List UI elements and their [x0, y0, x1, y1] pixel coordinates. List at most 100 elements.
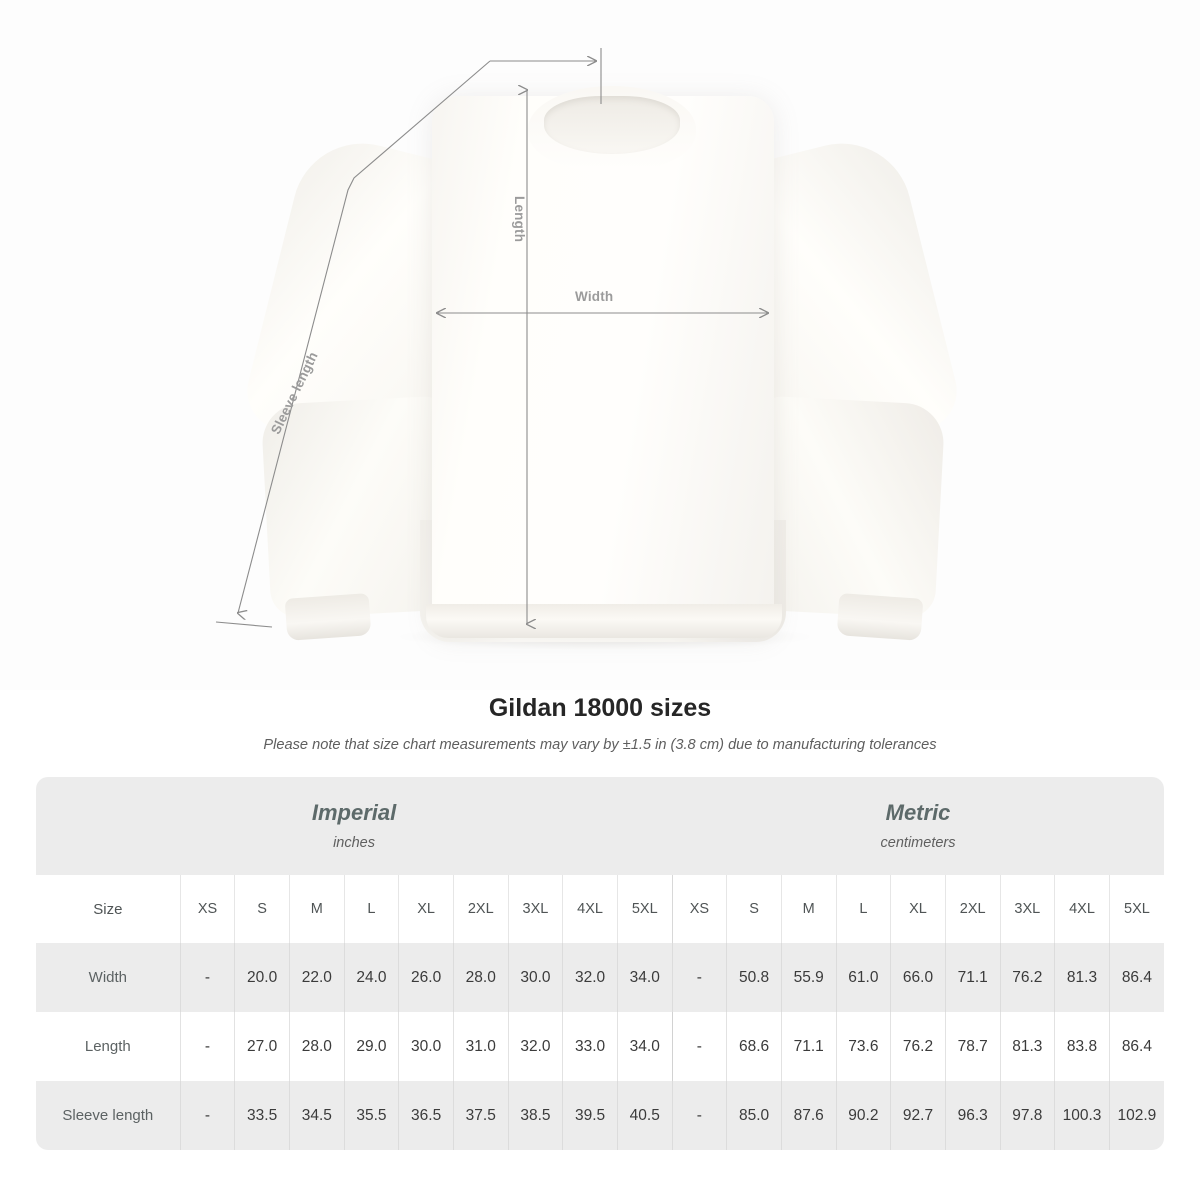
row-label-length: Length [36, 1012, 181, 1081]
column-header-size-s-imperial: S [234, 875, 290, 943]
column-header-size-4xl-metric: 4XL [1054, 875, 1110, 943]
measurement-overlay [215, 48, 1200, 690]
cell-width-l-metric: 61.0 [835, 943, 891, 1012]
cell-width-3xl-imperial: 30.0 [507, 943, 563, 1012]
cell-length-l-imperial: 29.0 [343, 1012, 399, 1081]
cell-length-xs-imperial: - [179, 1012, 235, 1081]
cell-width-xs-imperial: - [179, 943, 235, 1012]
cell-width-2xl-metric: 71.1 [944, 943, 1000, 1012]
cell-length-m-metric: 71.1 [780, 1012, 837, 1081]
column-header-size-m-imperial: M [288, 875, 345, 943]
column-header-size-m-metric: M [780, 875, 837, 943]
cell-width-s-metric: 50.8 [726, 943, 782, 1012]
sleeve-length-measure-line [215, 48, 602, 628]
cell-length-4xl-metric: 83.8 [1054, 1012, 1110, 1081]
cell-length-xl-metric: 76.2 [890, 1012, 946, 1081]
cell-length-s-imperial: 27.0 [234, 1012, 290, 1081]
unit-name-imperial: Imperial [311, 800, 397, 826]
cell-sleeve-length-5xl-imperial: 40.5 [616, 1081, 673, 1150]
cell-sleeve-length-xs-imperial: - [179, 1081, 235, 1150]
column-header-size-xl-imperial: XL [398, 875, 454, 943]
cell-sleeve-length-2xl-metric: 96.3 [944, 1081, 1000, 1150]
cell-length-xl-imperial: 30.0 [398, 1012, 454, 1081]
width-measure-label: Width [575, 289, 614, 304]
tolerance-note: Please note that size chart measurements… [263, 737, 937, 753]
size-header-row: Size XS S M L XL 2XL 3XL 4XL 5XL XS S M L XL 2XL 3XL 4XL 5… [36, 875, 1164, 943]
cell-sleeve-length-5xl-metric: 102.9 [1108, 1081, 1164, 1150]
row-label-sleeve-length: Sleeve length [36, 1081, 181, 1150]
cell-sleeve-length-s-metric: 85.0 [726, 1081, 782, 1150]
length-measure-label: Length [512, 196, 527, 243]
column-header-size-l-metric: L [835, 875, 891, 943]
page-title: Gildan 18000 sizes [488, 694, 712, 722]
cell-length-5xl-metric: 86.4 [1108, 1012, 1164, 1081]
column-header-size-5xl-metric: 5XL [1108, 875, 1164, 943]
cell-length-m-imperial: 28.0 [288, 1012, 345, 1081]
cell-width-xs-metric: - [671, 943, 727, 1012]
column-header-size-3xl-imperial: 3XL [507, 875, 563, 943]
column-header-size-2xl-imperial: 2XL [452, 875, 509, 943]
cell-length-xs-metric: - [671, 1012, 727, 1081]
cell-sleeve-length-l-metric: 90.2 [835, 1081, 891, 1150]
cell-width-m-imperial: 22.0 [288, 943, 345, 1012]
unit-name-metric: Metric [885, 800, 951, 826]
unit-sub-imperial: inches [333, 834, 375, 851]
cell-length-l-metric: 73.6 [835, 1012, 891, 1081]
unit-banner-row: Imperial inches Metric centimeters [36, 777, 1164, 875]
cell-sleeve-length-xl-imperial: 36.5 [398, 1081, 454, 1150]
cell-width-3xl-metric: 76.2 [999, 943, 1055, 1012]
table-row: Length -27.0 28.0 29.0 30.0 31.0 32.0 33.0 34.0-… [36, 1012, 1164, 1081]
cell-length-2xl-metric: 78.7 [944, 1012, 1000, 1081]
column-header-size-5xl-imperial: 5XL [616, 875, 673, 943]
size-chart-table: Imperial inches Metric centimeters Size XS S M L… [36, 777, 1164, 1150]
unit-banner-metric: Metric centimeters [672, 777, 1164, 875]
garment-collar-opening [544, 96, 680, 154]
cell-sleeve-length-xs-metric: - [671, 1081, 727, 1150]
cell-sleeve-length-3xl-metric: 97.8 [999, 1081, 1055, 1150]
cell-length-2xl-imperial: 31.0 [452, 1012, 509, 1081]
column-header-size-s-metric: S [726, 875, 782, 943]
cell-length-3xl-metric: 81.3 [999, 1012, 1055, 1081]
cell-sleeve-length-2xl-imperial: 37.5 [452, 1081, 509, 1150]
column-header-size: Size [36, 875, 181, 943]
cell-width-4xl-metric: 81.3 [1054, 943, 1110, 1012]
garment-hem-band [426, 604, 782, 638]
column-header-size-xl-metric: XL [890, 875, 946, 943]
column-header-size-xs-imperial: XS [179, 875, 235, 943]
cell-sleeve-length-4xl-metric: 100.3 [1054, 1081, 1110, 1150]
cell-sleeve-length-4xl-imperial: 39.5 [562, 1081, 618, 1150]
caption-block: Gildan 18000 sizes Please note that size… [0, 690, 1200, 753]
cell-width-5xl-metric: 86.4 [1108, 943, 1164, 1012]
cell-width-4xl-imperial: 32.0 [562, 943, 618, 1012]
cell-length-4xl-imperial: 33.0 [562, 1012, 618, 1081]
cell-sleeve-length-m-imperial: 34.5 [288, 1081, 345, 1150]
cell-width-2xl-imperial: 28.0 [452, 943, 509, 1012]
column-header-size-2xl-metric: 2XL [944, 875, 1000, 943]
cell-sleeve-length-s-imperial: 33.5 [234, 1081, 290, 1150]
column-header-size-3xl-metric: 3XL [999, 875, 1055, 943]
cell-sleeve-length-l-imperial: 35.5 [343, 1081, 399, 1150]
cell-sleeve-length-3xl-imperial: 38.5 [507, 1081, 563, 1150]
unit-banner-imperial: Imperial inches [36, 777, 673, 875]
column-header-size-l-imperial: L [343, 875, 399, 943]
row-label-width: Width [36, 943, 181, 1012]
cell-width-5xl-imperial: 34.0 [616, 943, 673, 1012]
cell-sleeve-length-xl-metric: 92.7 [890, 1081, 946, 1150]
table-row: Sleeve length -33.5 34.5 35.5 36.5 37.5 38.5 39… [36, 1081, 1164, 1150]
product-photo-area: Width Length Sleeve length [215, 48, 1200, 690]
cell-length-5xl-imperial: 34.0 [616, 1012, 673, 1081]
cell-width-xl-imperial: 26.0 [398, 943, 454, 1012]
cell-length-s-metric: 68.6 [726, 1012, 782, 1081]
column-header-size-xs-metric: XS [671, 875, 727, 943]
unit-sub-metric: centimeters [880, 834, 956, 851]
cell-sleeve-length-m-metric: 87.6 [780, 1081, 837, 1150]
cell-width-xl-metric: 66.0 [890, 943, 946, 1012]
size-table-wrap: Imperial inches Metric centimeters Size XS S M L… [0, 753, 1200, 1150]
table-row: Width -20.0 22.0 24.0 26.0 28.0 30.0 32.0 34.0-5… [36, 943, 1164, 1012]
column-header-size-4xl-imperial: 4XL [562, 875, 618, 943]
cell-width-s-imperial: 20.0 [234, 943, 290, 1012]
cell-width-m-metric: 55.9 [780, 943, 837, 1012]
garment-body [432, 96, 774, 636]
cell-width-l-imperial: 24.0 [343, 943, 399, 1012]
cell-length-3xl-imperial: 32.0 [507, 1012, 563, 1081]
